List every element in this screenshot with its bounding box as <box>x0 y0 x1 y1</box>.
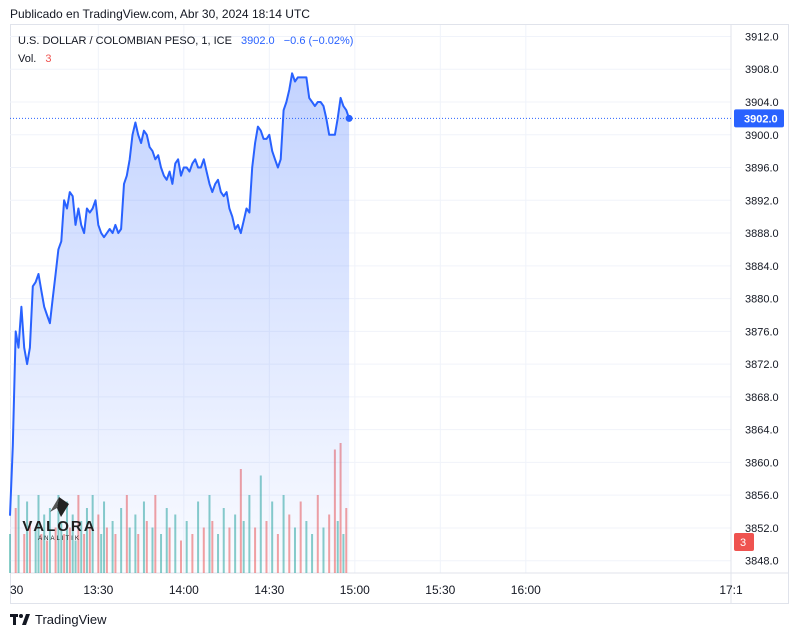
x-tick-label: 13:30 <box>83 583 113 597</box>
y-tick-label: 3884.0 <box>745 261 779 273</box>
valora-logo: VALORA ANALITIK <box>22 496 97 546</box>
price-area-fill <box>10 73 350 574</box>
last-price-badge <box>734 109 784 128</box>
volume-badge <box>734 533 754 551</box>
volume-value: 3 <box>45 53 52 65</box>
logo-subtitle: ANALITIK <box>38 536 81 542</box>
y-tick-label: 3856.0 <box>745 490 779 502</box>
x-tick-label: 15:30 <box>425 583 455 597</box>
y-tick-label: 3896.0 <box>745 163 779 175</box>
chart-legend: U.S. DOLLAR / COLOMBIAN PESO, 1, ICE 390… <box>18 35 353 47</box>
y-tick-label: 3912.0 <box>745 31 779 43</box>
volume-legend: Vol. 3 <box>18 53 52 65</box>
y-tick-label: 3872.0 <box>745 359 779 371</box>
last-price-badge-text: 3902.0 <box>744 113 778 125</box>
footer-brand: TradingView <box>35 612 107 627</box>
x-axis: 30 13:30 14:00 14:30 15:00 15:30 16:00 17:1 <box>10 583 743 597</box>
symbol-title: U.S. DOLLAR / COLOMBIAN PESO, 1, ICE <box>18 35 232 47</box>
x-tick-label: 30 <box>10 583 24 597</box>
tradingview-logo-icon <box>10 613 30 625</box>
chart-frame <box>10 24 789 604</box>
y-tick-label: 3868.0 <box>745 392 779 404</box>
y-tick-label: 3876.0 <box>745 326 779 338</box>
tradingview-footer[interactable]: TradingView <box>10 612 107 627</box>
x-tick-label: 14:00 <box>169 583 199 597</box>
y-tick-label: 3848.0 <box>745 556 779 568</box>
volume-label: Vol. <box>18 53 37 65</box>
logo-word: VALORA <box>22 518 97 535</box>
y-tick-label: 3888.0 <box>745 228 779 240</box>
price-line <box>9 72 351 516</box>
y-tick-label: 3880.0 <box>745 294 779 306</box>
y-tick-label: 3904.0 <box>745 97 779 109</box>
y-tick-label: 3892.0 <box>745 195 779 207</box>
valora-mark-icon <box>50 497 69 517</box>
x-tick-label: 15:00 <box>340 583 370 597</box>
x-tick-label: 17:1 <box>719 583 743 597</box>
y-tick-label: 3908.0 <box>745 64 779 76</box>
y-axis: 3912.0 3908.0 3904.0 3900.0 3896.0 3892.0 3888… <box>745 31 779 567</box>
y-tick-label: 3900.0 <box>745 130 779 142</box>
badges: 3902.0 3 <box>10 109 784 551</box>
x-tick-label: 14:30 <box>254 583 284 597</box>
y-tick-label: 3864.0 <box>745 425 779 437</box>
volume-badge-text: 3 <box>740 537 746 549</box>
last-price-value: 3902.0 <box>241 35 275 47</box>
x-tick-label: 16:00 <box>511 583 541 597</box>
y-tick-label: 3860.0 <box>745 457 779 469</box>
published-caption: Publicado en TradingView.com, Abr 30, 20… <box>10 7 310 21</box>
price-change: −0.6 (−0.02%) <box>283 35 354 47</box>
y-tick-label: 3852.0 <box>745 523 779 535</box>
